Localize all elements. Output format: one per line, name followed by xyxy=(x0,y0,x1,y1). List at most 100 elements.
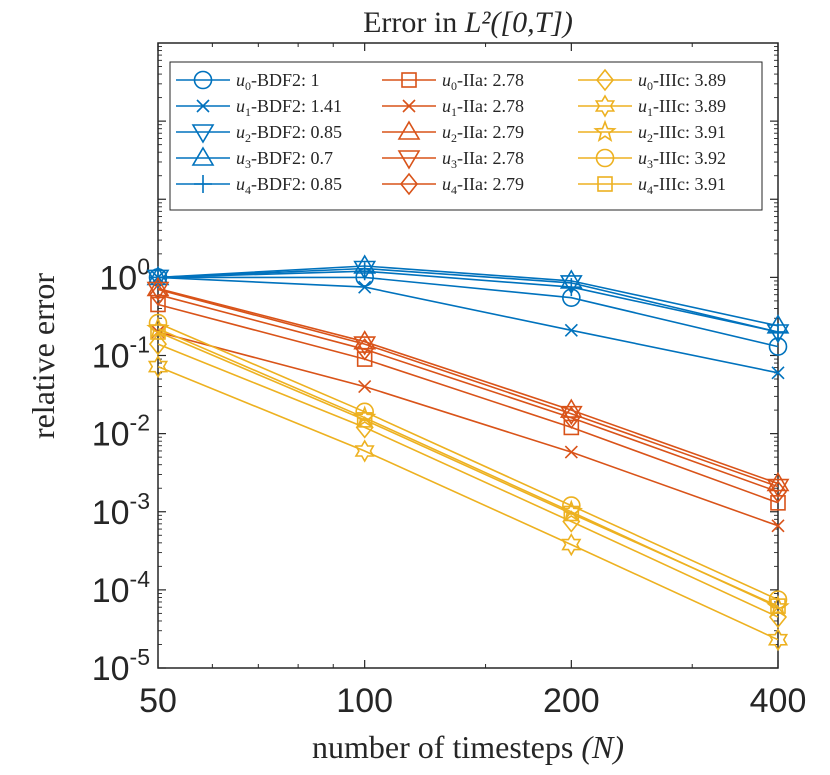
data-point xyxy=(356,351,373,367)
legend-entry-IIIc-u4: u4-IIIc: 3.91 xyxy=(578,174,726,197)
legend-entry-IIIc-u3: u3-IIIc: 3.92 xyxy=(578,148,726,171)
data-point xyxy=(563,505,580,522)
y-tick-label: 10-3 xyxy=(92,488,150,532)
y-tick-label: 10-4 xyxy=(92,566,150,610)
data-point xyxy=(353,260,377,281)
legend-label: u3-IIa: 2.78 xyxy=(442,148,524,171)
legend-label: u1-IIIc: 3.89 xyxy=(638,96,726,119)
data-point xyxy=(355,338,374,361)
legend-label: u3-IIIc: 3.92 xyxy=(638,148,726,171)
series-layer xyxy=(146,254,790,652)
data-point xyxy=(563,419,580,436)
data-point xyxy=(356,412,373,428)
legend-label: u0-IIa: 2.78 xyxy=(442,70,524,93)
legend-marker xyxy=(595,68,615,92)
legend-marker xyxy=(196,99,210,113)
legend-label: u2-IIIc: 3.91 xyxy=(638,122,726,145)
series-line xyxy=(157,331,779,527)
legend-marker xyxy=(193,70,213,90)
data-point xyxy=(147,355,169,379)
data-point xyxy=(768,590,788,609)
series-line xyxy=(157,365,779,641)
legend-entry-BDF2-u3: u3-BDF2: 0.7 xyxy=(176,146,333,171)
legend-marker xyxy=(595,148,615,168)
series-line xyxy=(157,343,779,618)
data-point xyxy=(148,283,168,306)
series-line xyxy=(157,293,779,493)
data-point xyxy=(766,471,790,492)
legend-label: u0-IIIc: 3.89 xyxy=(638,70,726,93)
chart-title: Error in L²([0,T]) xyxy=(363,6,573,39)
series-line xyxy=(157,276,779,374)
data-point xyxy=(354,439,375,463)
series-line xyxy=(157,265,779,327)
legend-marker xyxy=(402,99,416,113)
y-tick-label: 10-1 xyxy=(92,332,150,376)
series-line xyxy=(157,287,779,485)
x-tick-labels: 50 100 200 400 xyxy=(139,682,806,720)
legend-label: u1-BDF2: 1.41 xyxy=(236,96,342,119)
legend-marker xyxy=(594,94,616,118)
legend-entry-IIa-u4: u4-IIa: 2.79 xyxy=(382,172,524,197)
legend-entry-BDF2-u4: u4-BDF2: 0.85 xyxy=(176,174,342,197)
series-line xyxy=(157,331,779,607)
series-line xyxy=(157,270,779,333)
x-tick-label: 400 xyxy=(750,682,807,720)
data-point xyxy=(150,296,166,313)
legend-marker xyxy=(397,150,421,170)
y-tick-label: 10-5 xyxy=(92,644,150,688)
series-IIIc-u4 xyxy=(150,324,786,614)
y-tick-label: 100 xyxy=(99,253,150,297)
series-IIIc-u1 xyxy=(147,355,789,652)
data-point xyxy=(561,533,582,557)
data-point xyxy=(562,278,581,297)
data-point xyxy=(559,275,583,295)
data-point xyxy=(564,445,578,459)
data-point xyxy=(767,628,789,652)
legend-label: u0-BDF2: 1 xyxy=(236,70,320,93)
legend-marker xyxy=(397,120,421,140)
data-point xyxy=(150,324,166,340)
legend-entry-BDF2-u2: u2-BDF2: 0.85 xyxy=(176,122,342,145)
legend: u0-BDF2: 1 u1-BDF2: 1.41 u2-BDF2: 0.85 u3-B… xyxy=(169,61,763,211)
legend-box xyxy=(169,61,763,211)
series-line xyxy=(158,276,779,348)
legend-marker xyxy=(399,172,419,196)
legend-marker xyxy=(191,146,215,166)
legend-entry-IIa-u2: u2-IIa: 2.79 xyxy=(382,120,524,145)
legend-entry-IIIc-u1: u1-IIIc: 3.89 xyxy=(578,94,726,119)
data-point xyxy=(562,406,581,429)
legend-label: u4-IIa: 2.79 xyxy=(442,174,524,197)
data-point xyxy=(770,598,786,614)
x-tick-label: 50 xyxy=(139,682,177,720)
data-point xyxy=(768,480,788,504)
legend-marker xyxy=(194,175,212,193)
data-point xyxy=(148,313,168,333)
legend-entry-IIIc-u2: u2-IIIc: 3.91 xyxy=(578,119,726,145)
axis-ticks xyxy=(157,43,779,669)
series-line xyxy=(157,303,779,504)
data-point xyxy=(148,332,168,356)
legend-entry-IIIc-u0: u0-IIIc: 3.89 xyxy=(578,68,726,93)
legend-entry-BDF2-u1: u1-BDF2: 1.41 xyxy=(176,96,342,119)
series-line xyxy=(157,288,779,488)
data-point xyxy=(358,280,372,294)
y-axis-label: relative error xyxy=(25,273,61,439)
legend-label: u3-BDF2: 0.7 xyxy=(236,148,333,171)
legend-marker xyxy=(401,72,417,88)
x-axis-label: number of timesteps (N) xyxy=(312,729,624,765)
legend-label: u4-BDF2: 0.85 xyxy=(236,174,342,197)
series-line xyxy=(157,322,779,601)
legend-marker xyxy=(593,119,617,142)
x-tick-label: 200 xyxy=(543,682,600,720)
legend-marker xyxy=(191,124,215,144)
y-tick-label: 10-2 xyxy=(92,410,150,454)
series-BDF2-u4 xyxy=(149,262,787,341)
legend-marker xyxy=(597,176,613,192)
series-IIa-u4 xyxy=(148,283,788,504)
legend-entry-BDF2-u0: u0-BDF2: 1 xyxy=(176,70,320,93)
y-tick-labels: 10-5 10-4 10-3 10-2 10-1 100 xyxy=(92,253,150,688)
data-point xyxy=(355,262,374,281)
data-point xyxy=(769,322,787,341)
